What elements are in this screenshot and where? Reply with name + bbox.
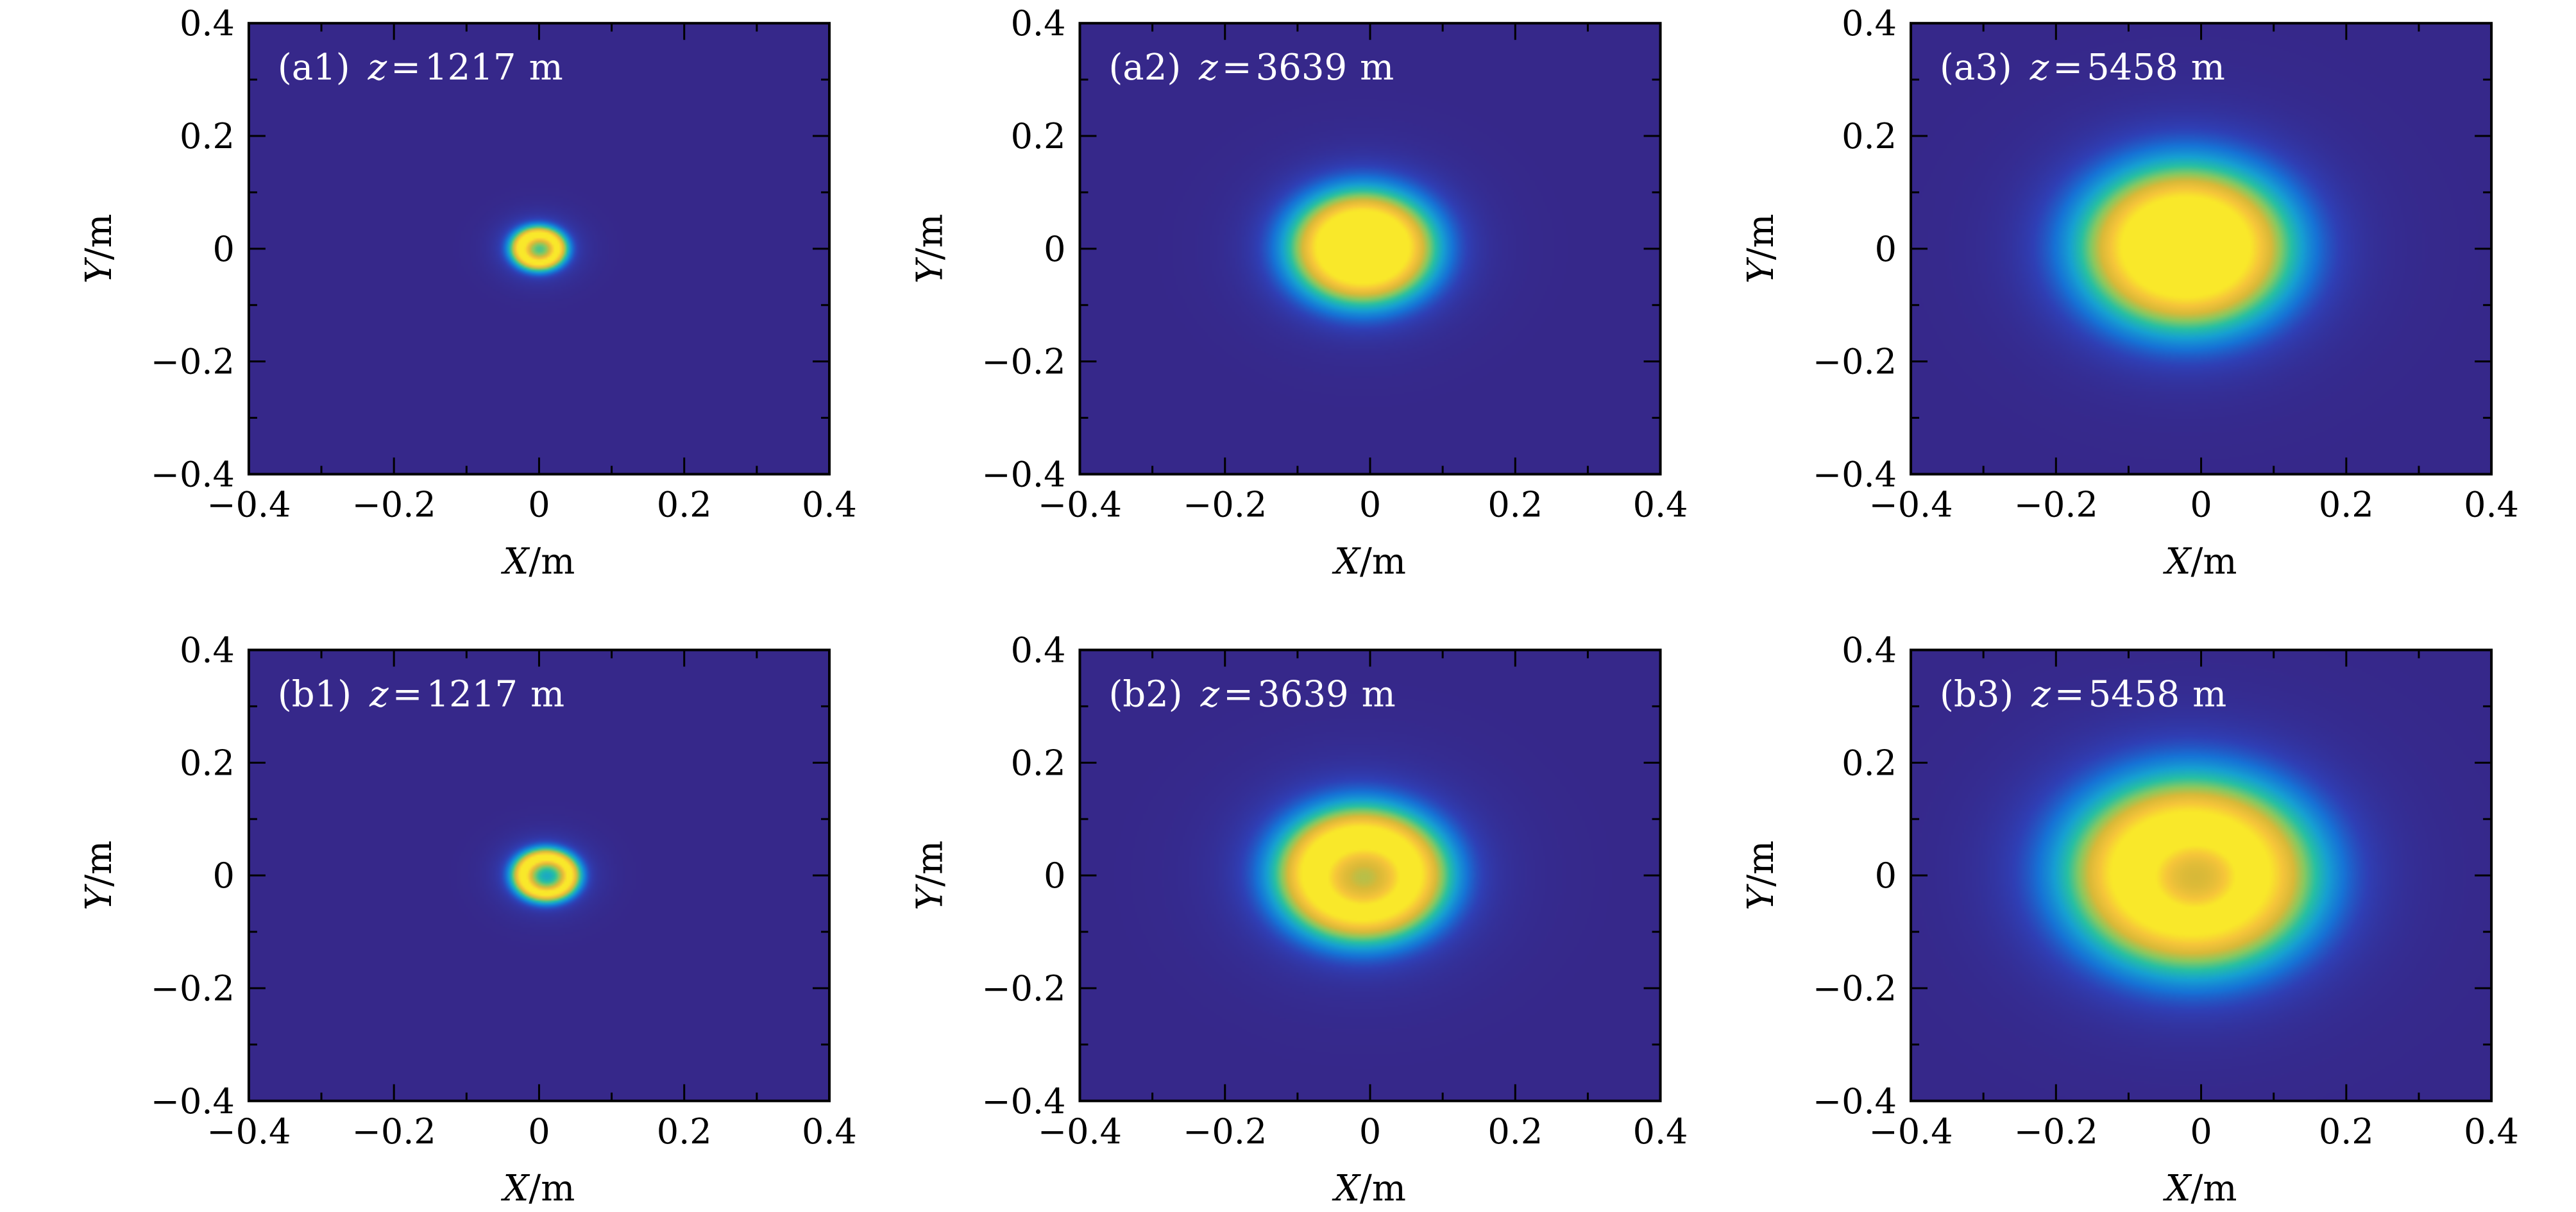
y-tick-label: 0.2 [180, 116, 235, 156]
y-tick-label: −0.2 [151, 342, 235, 382]
y-tick-label: 0 [1044, 229, 1065, 269]
x-tick-label: 0.2 [1487, 484, 1543, 525]
intensity-heatmap [1080, 23, 1661, 475]
y-tick-label: −0.2 [1813, 342, 1897, 382]
y-tick-label: −0.2 [981, 342, 1065, 382]
x-tick-label: 0.4 [802, 484, 857, 525]
x-tick-label: −0.4 [1038, 484, 1122, 525]
y-tick-label: −0.4 [1813, 454, 1897, 494]
x-axis-label: X/m [2163, 541, 2237, 582]
x-axis-label: X/m [501, 1168, 575, 1209]
intensity-heatmap [248, 650, 829, 1101]
x-tick-label: 0.4 [2464, 1111, 2519, 1152]
tick-marks [1078, 649, 1662, 1102]
y-axis-label: Y/m [1740, 214, 1782, 283]
x-tick-label: 0.4 [1633, 1111, 1688, 1152]
y-axis-label: Y/m [78, 841, 120, 911]
x-tick-label: −0.4 [207, 1111, 291, 1152]
y-tick-label: 0.4 [1011, 630, 1066, 671]
x-axis-label: X/m [2163, 1168, 2237, 1209]
x-tick-label: −0.2 [352, 1111, 436, 1152]
x-tick-label: 0.4 [2464, 484, 2519, 525]
x-tick-label: −0.2 [352, 484, 436, 525]
y-tick-label: 0.2 [1842, 116, 1897, 156]
x-tick-label: 0 [2190, 484, 2212, 525]
x-tick-label: 0 [528, 1111, 550, 1152]
x-tick-label: 0.2 [657, 1111, 712, 1152]
subplot-a2: −0.4 −0.2 0 0.2 0.4 −0.4 −0.2 0 0.2 0.4 X/m Y/m (a2)… [909, 3, 1688, 582]
x-tick-label: 0 [2190, 1111, 2212, 1152]
x-tick-label: 0.2 [657, 484, 712, 525]
y-tick-label: 0 [1875, 229, 1897, 269]
x-tick-label: −0.2 [2014, 484, 2098, 525]
intensity-heatmap [1911, 650, 2492, 1101]
x-tick-label: −0.4 [1868, 1111, 1953, 1152]
y-tick-label: −0.4 [981, 454, 1065, 494]
panel-label: (a2) z = 3639 m [1108, 47, 1394, 88]
panel-label: (b1) z = 1217 m [278, 674, 564, 716]
y-tick-label: 0.2 [1011, 116, 1066, 156]
intensity-heatmap [1911, 23, 2492, 475]
y-axis-label: Y/m [78, 214, 120, 283]
y-tick-label: −0.2 [151, 968, 235, 1009]
x-tick-label: 0 [1359, 1111, 1381, 1152]
subplot-a3: −0.4 −0.2 0 0.2 0.4 −0.4 −0.2 0 0.2 0.4 X/m Y/m (a3)… [1740, 3, 2519, 582]
tick-marks [248, 22, 831, 475]
y-tick-label: 0.2 [180, 743, 235, 783]
y-tick-label: −0.2 [1813, 968, 1897, 1009]
x-tick-label: 0 [528, 484, 550, 525]
subplot-b1: −0.4 −0.2 0 0.2 0.4 −0.4 −0.2 0 0.2 0.4 X/m Y/m (b1)… [78, 630, 857, 1209]
panel-label: (b3) z = 5458 m [1940, 674, 2226, 716]
x-tick-label: −0.4 [1868, 484, 1953, 525]
panel-label: (a3) z = 5458 m [1940, 47, 2225, 88]
x-axis-label: X/m [1332, 1168, 1406, 1209]
panel-label: (b2) z = 3639 m [1108, 674, 1395, 716]
y-tick-label: −0.4 [151, 454, 235, 494]
x-tick-label: 0.4 [802, 1111, 857, 1152]
y-tick-label: 0.4 [1842, 3, 1897, 44]
x-tick-label: −0.2 [1183, 1111, 1267, 1152]
y-tick-label: −0.4 [1813, 1081, 1897, 1122]
x-tick-label: −0.4 [207, 484, 291, 525]
y-tick-label: −0.4 [981, 1081, 1065, 1122]
tick-marks [1910, 649, 2493, 1102]
x-tick-label: 0.2 [2319, 484, 2374, 525]
y-tick-label: 0 [1875, 855, 1897, 896]
y-axis-label: Y/m [1740, 841, 1782, 911]
subplot-b3: −0.4 −0.2 0 0.2 0.4 −0.4 −0.2 0 0.2 0.4 X/m Y/m (b3)… [1740, 630, 2519, 1209]
x-axis-label: X/m [1332, 541, 1406, 582]
subplot-a1: −0.4 −0.2 0 0.2 0.4 −0.4 −0.2 0 0.2 0.4 X/m Y/m (a1)… [78, 3, 857, 582]
y-tick-label: 0 [1044, 855, 1065, 896]
y-tick-label: 0.4 [180, 3, 235, 44]
x-tick-label: 0.2 [2319, 1111, 2374, 1152]
y-tick-label: 0.2 [1011, 743, 1066, 783]
panel-label: (a1) z = 1217 m [278, 47, 563, 88]
y-axis-label: Y/m [909, 214, 951, 283]
x-tick-label: −0.2 [1183, 484, 1267, 525]
intensity-heatmap [1080, 650, 1661, 1101]
x-tick-label: −0.4 [1038, 1111, 1122, 1152]
tick-marks [248, 649, 831, 1102]
x-tick-label: 0.4 [1633, 484, 1688, 525]
y-tick-label: −0.4 [151, 1081, 235, 1122]
x-tick-label: 0 [1359, 484, 1381, 525]
intensity-heatmap [248, 23, 829, 475]
y-tick-label: 0 [213, 855, 235, 896]
tick-marks [1910, 22, 2493, 475]
y-axis-label: Y/m [909, 841, 951, 911]
y-tick-label: 0.4 [1842, 630, 1897, 671]
y-tick-label: 0.4 [180, 630, 235, 671]
y-tick-label: −0.2 [981, 968, 1065, 1009]
x-tick-label: −0.2 [2014, 1111, 2098, 1152]
y-tick-label: 0 [213, 229, 235, 269]
y-tick-label: 0.2 [1842, 743, 1897, 783]
y-tick-label: 0.4 [1011, 3, 1066, 44]
tick-marks [1078, 22, 1662, 475]
subplot-b2: −0.4 −0.2 0 0.2 0.4 −0.4 −0.2 0 0.2 0.4 X/m Y/m (b2)… [909, 630, 1688, 1209]
x-tick-label: 0.2 [1487, 1111, 1543, 1152]
x-axis-label: X/m [501, 541, 575, 582]
